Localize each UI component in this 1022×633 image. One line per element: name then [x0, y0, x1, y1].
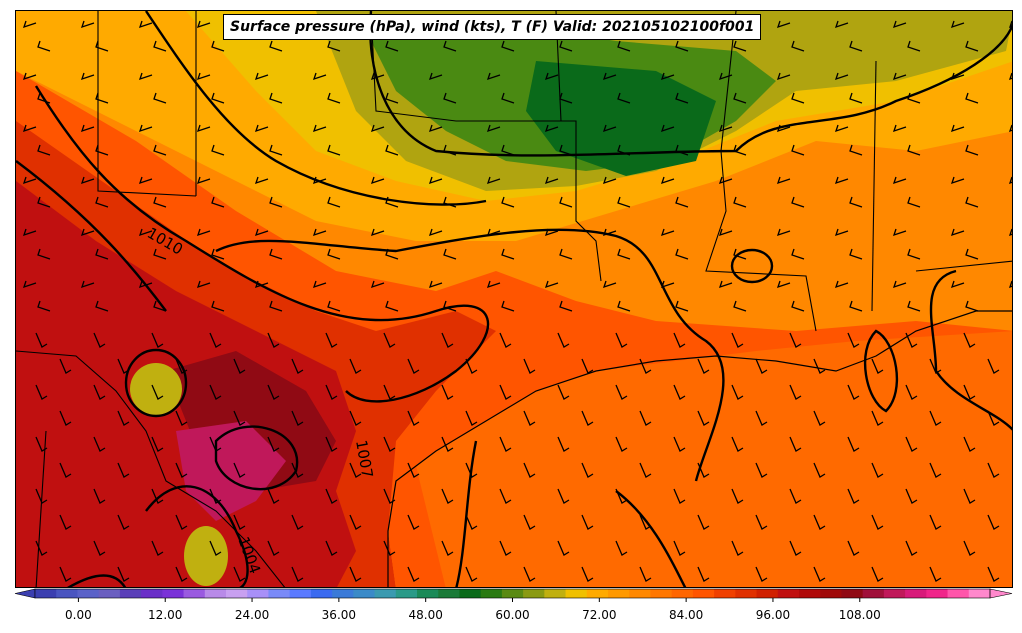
colorbar-cell — [119, 589, 142, 598]
colorbar-cell — [268, 589, 291, 598]
map-title: Surface pressure (hPa), wind (kts), T (F… — [223, 14, 762, 40]
colorbar-cell — [905, 589, 927, 598]
colorbar-cell — [968, 589, 991, 598]
colorbar-cell — [501, 589, 524, 598]
wind-barbs-south — [16, 331, 1012, 587]
colorbar-ticks: 0.00 12.00 24.00 36.00 48.00 60.00 72.00 84.00 9… — [65, 598, 881, 622]
colorbar-cell — [841, 589, 864, 598]
colorbar-cell — [799, 589, 821, 598]
colorbar-tick-label: 0.00 — [65, 608, 92, 622]
colorbar-cell — [777, 589, 800, 598]
colorbar-cell — [480, 589, 503, 598]
colorbar-tick-label: 72.00 — [582, 608, 616, 622]
colorbar-tick-label: 36.00 — [322, 608, 356, 622]
colorbar-tick-label: 108.00 — [839, 608, 881, 622]
colorbar-cell — [608, 589, 630, 598]
colorbar-cell — [310, 589, 333, 598]
colorbar-cell — [883, 589, 906, 598]
colorbar-tick-label: 96.00 — [756, 608, 790, 622]
colorbar-cell — [417, 589, 439, 598]
colorbar-cell — [586, 589, 609, 598]
colorbar-cell — [98, 589, 121, 598]
weather-map: 1010 1007 1004 — [15, 10, 1013, 588]
colorbar-cell — [374, 589, 397, 598]
colorbar-cells — [14, 588, 1013, 599]
colorbar-cell — [247, 589, 269, 598]
colorbar-cell — [820, 589, 842, 598]
colorbar-cell — [141, 589, 163, 598]
colorbar-cell — [650, 589, 673, 598]
colorbar-cell — [332, 589, 354, 598]
colorbar-cell — [289, 589, 312, 598]
colorbar-cell — [926, 589, 949, 598]
colorbar-cell — [714, 589, 736, 598]
colorbar-cell — [459, 589, 482, 598]
temperature-colorbar: 0.00 12.00 24.00 36.00 48.00 60.00 72.00 84.00 9… — [14, 588, 1013, 622]
colorbar-cell — [226, 589, 248, 598]
colorbar-cell — [183, 589, 206, 598]
colorbar-tick-label: 60.00 — [495, 608, 529, 622]
colorbar-tick-label: 84.00 — [669, 608, 703, 622]
colorbar-cell — [35, 589, 57, 598]
map-canvas: 1010 1007 1004 — [16, 11, 1012, 587]
colorbar-cell — [353, 589, 376, 598]
colorbar-cell — [629, 589, 651, 598]
colorbar-cell — [438, 589, 460, 598]
colorbar-cell — [692, 589, 715, 598]
colorbar-cell — [523, 589, 545, 598]
colorbar-cell — [77, 589, 100, 598]
colorbar-cell — [862, 589, 885, 598]
wind-barbs-north — [16, 11, 1012, 331]
colorbar-cell — [544, 589, 567, 598]
colorbar-tick-label: 12.00 — [148, 608, 182, 622]
colorbar-high-arrow — [989, 588, 1013, 599]
colorbar-low-arrow — [14, 588, 36, 599]
colorbar-cell — [671, 589, 694, 598]
colorbar-cell — [756, 589, 779, 598]
colorbar-cell — [395, 589, 418, 598]
colorbar-cell — [204, 589, 227, 598]
colorbar-tick-label: 48.00 — [409, 608, 443, 622]
colorbar-cell — [565, 589, 588, 598]
colorbar-cell — [162, 589, 185, 598]
colorbar-tick-label: 24.00 — [235, 608, 269, 622]
colorbar-cell — [56, 589, 78, 598]
colorbar-cell — [735, 589, 758, 598]
colorbar-cell — [947, 589, 970, 598]
